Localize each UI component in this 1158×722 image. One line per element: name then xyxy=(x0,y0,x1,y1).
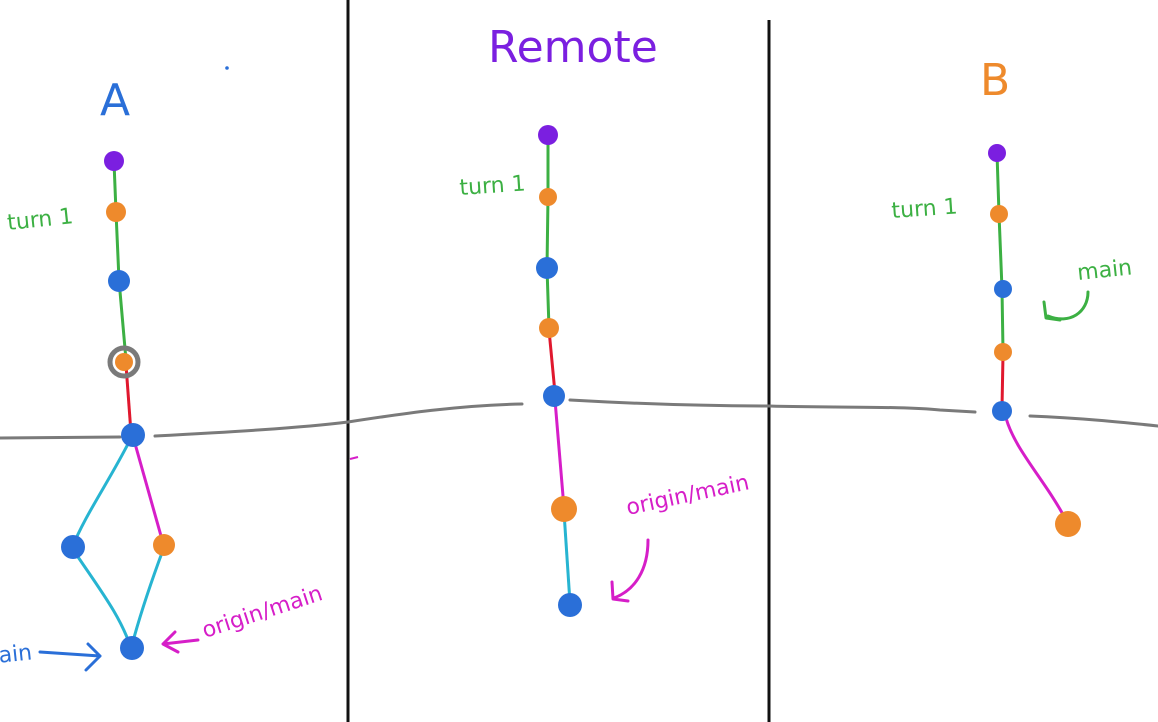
commit-node xyxy=(994,280,1012,298)
commit-highlight-ring xyxy=(107,345,141,379)
commit-node xyxy=(992,401,1012,421)
edge-cyan-right xyxy=(130,549,165,646)
edge-cyan xyxy=(562,511,572,604)
commit-node xyxy=(551,496,577,522)
label-origin-main: origin/main xyxy=(199,581,326,643)
edge-magenta xyxy=(132,439,165,544)
commit-node xyxy=(106,202,126,222)
commit-node xyxy=(539,318,559,338)
panel-remote: Remote turn 1 origin/main xyxy=(459,22,752,617)
edge-magenta xyxy=(553,399,566,509)
commit-node xyxy=(153,534,175,556)
label-main: main xyxy=(0,640,33,671)
commit-node xyxy=(536,257,558,279)
arrow-main xyxy=(38,642,102,672)
label-main: main xyxy=(1076,255,1133,286)
edge-green xyxy=(112,161,128,361)
stray-mark xyxy=(349,456,359,460)
label-origin-main: origin/main xyxy=(624,470,751,520)
label-turn1: turn 1 xyxy=(891,194,959,224)
commit-node xyxy=(543,385,565,407)
panel-b-title: B xyxy=(980,55,1010,106)
commit-node xyxy=(994,343,1012,361)
edge-red xyxy=(547,329,557,394)
edge-magenta xyxy=(1004,417,1068,521)
stray-dot xyxy=(225,66,229,70)
commit-node xyxy=(121,423,145,447)
edge-green xyxy=(995,152,1005,352)
commit-node xyxy=(104,151,124,171)
commit-node xyxy=(988,144,1006,162)
commit-node xyxy=(120,636,144,660)
label-turn1: turn 1 xyxy=(6,204,74,236)
commit-node xyxy=(990,205,1008,223)
commit-node xyxy=(539,188,557,206)
edge-green xyxy=(545,135,551,329)
arrow-origin-main xyxy=(161,630,200,654)
panel-a-title: A xyxy=(100,75,130,126)
commit-node xyxy=(558,593,582,617)
commit-node xyxy=(538,125,558,145)
panel-a: A turn 1 origin/main main xyxy=(0,75,326,672)
arrow-origin-main xyxy=(610,538,650,603)
label-turn1: turn 1 xyxy=(459,171,527,201)
panel-remote-title: Remote xyxy=(488,22,658,73)
commit-node xyxy=(61,535,85,559)
commit-node xyxy=(1055,511,1081,537)
commit-node xyxy=(115,353,133,371)
commit-node xyxy=(108,270,130,292)
arrow-main xyxy=(1042,290,1090,322)
edge-red xyxy=(1000,354,1005,409)
timeline-line xyxy=(0,398,1158,440)
panel-b: B turn 1 main xyxy=(891,55,1133,537)
